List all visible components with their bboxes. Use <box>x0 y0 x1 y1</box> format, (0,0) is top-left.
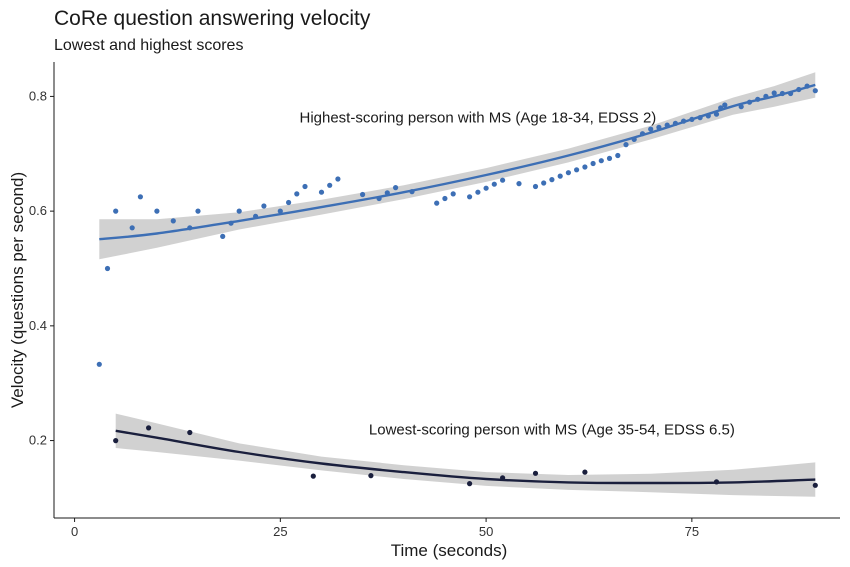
annotation-highest-scoring: Highest-scoring person with MS (Age 18-3… <box>299 110 656 127</box>
x-tick-label: 75 <box>685 524 699 539</box>
x-tick-label: 25 <box>273 524 287 539</box>
x-axis-ticks: 0 25 50 75 <box>71 518 699 539</box>
data-point <box>137 194 143 200</box>
x-axis-title: Time (seconds) <box>391 541 508 560</box>
data-point <box>812 482 818 488</box>
data-point <box>195 208 201 214</box>
data-point <box>623 142 629 148</box>
y-axis-title: Velocity (questions per second) <box>8 172 27 408</box>
data-point <box>360 191 366 198</box>
y-axis-ticks: 0.2 0.4 0.6 0.8 <box>29 88 54 448</box>
data-point <box>236 208 242 214</box>
data-point <box>310 473 316 479</box>
data-point <box>516 181 522 187</box>
chart-subtitle: Lowest and highest scores <box>54 37 243 54</box>
data-point <box>771 90 777 96</box>
data-point <box>565 170 572 176</box>
data-point <box>615 152 621 159</box>
data-point <box>549 177 555 183</box>
data-point <box>368 473 374 479</box>
data-point <box>598 158 604 164</box>
data-point <box>574 167 580 173</box>
x-tick-label: 0 <box>71 524 78 539</box>
data-point <box>277 208 283 214</box>
data-point <box>393 185 399 191</box>
y-tick-label: 0.6 <box>29 203 47 218</box>
data-point <box>129 225 135 231</box>
data-point <box>606 155 613 161</box>
data-point <box>582 469 588 475</box>
data-point <box>113 208 119 214</box>
data-point <box>532 470 539 476</box>
data-point <box>590 160 596 167</box>
data-point <box>450 191 456 197</box>
data-point <box>541 180 547 186</box>
annotation-lowest-scoring: Lowest-scoring person with MS (Age 35-54… <box>369 422 735 439</box>
y-tick-label: 0.4 <box>29 318 47 333</box>
data-point <box>220 233 226 239</box>
data-point <box>96 361 102 367</box>
data-point <box>286 199 292 206</box>
data-point <box>318 189 325 195</box>
data-point <box>491 181 497 187</box>
data-point <box>532 183 539 190</box>
data-point <box>483 185 489 191</box>
fit-lines <box>99 83 816 485</box>
data-point <box>187 429 193 436</box>
data-point <box>261 203 267 209</box>
data-point <box>475 189 481 195</box>
fit-line-1 <box>115 429 816 485</box>
data-point <box>582 164 588 170</box>
confidence-band-0 <box>99 72 816 260</box>
y-tick-label: 0.2 <box>29 433 47 448</box>
data-point <box>335 176 341 182</box>
data-point <box>557 173 563 179</box>
data-point <box>467 194 473 200</box>
x-tick-label: 50 <box>479 524 493 539</box>
data-point <box>154 208 160 214</box>
data-point <box>648 126 654 132</box>
confidence-band-1 <box>115 413 816 497</box>
data-point <box>434 200 440 206</box>
chart-title: CoRe question answering velocity <box>54 7 371 30</box>
y-tick-label: 0.8 <box>29 88 47 103</box>
data-point <box>467 481 473 487</box>
data-point <box>812 88 818 94</box>
data-point <box>327 182 333 188</box>
fit-line-0 <box>99 83 816 241</box>
data-point <box>302 183 308 190</box>
data-point <box>146 425 152 431</box>
data-point <box>722 102 728 108</box>
data-point <box>500 177 506 183</box>
data-point <box>170 218 176 224</box>
data-point <box>442 195 448 202</box>
data-point <box>294 191 300 197</box>
data-point <box>104 265 111 272</box>
data-point <box>113 438 119 444</box>
